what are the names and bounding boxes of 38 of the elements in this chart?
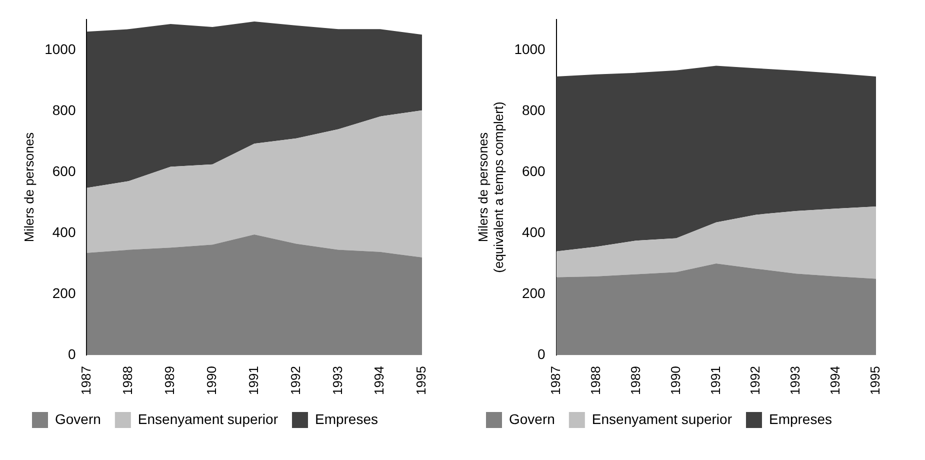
legend-label: Empreses [768, 410, 832, 427]
x-tick-label: 1989 [162, 366, 178, 395]
legend-label: Govern [509, 410, 555, 427]
x-tick-label: 1987 [548, 366, 563, 395]
y-tick-label: 600 [52, 162, 76, 179]
legend-label: Ensenyament superior [138, 410, 278, 427]
y-tick-label: 600 [522, 162, 546, 179]
x-tick-label: 1991 [246, 366, 261, 395]
x-tick-label: 1991 [708, 366, 723, 395]
x-tick-label: 1990 [668, 366, 683, 395]
y-tick-label: 200 [522, 284, 546, 301]
legend-label: Ensenyament superior [592, 410, 732, 427]
y-tick-label: 400 [522, 224, 546, 240]
x-tick-label: 1988 [120, 366, 136, 395]
x-tick-label: 1995 [868, 366, 883, 395]
x-tick-label: 1989 [628, 366, 643, 395]
x-tick-label: 1992 [288, 366, 303, 395]
legend-label: Empreses [314, 410, 378, 427]
legend-label: Govern [55, 410, 101, 427]
y-tick-label: 800 [522, 102, 546, 118]
x-tick-label: 1993 [330, 366, 345, 395]
x-tick-label: 1994 [828, 366, 843, 395]
x-tick-label: 1987 [78, 366, 94, 395]
y-tick-label: 800 [52, 102, 76, 118]
x-tick-label: 1994 [372, 366, 387, 395]
y-tick-label: 200 [52, 284, 76, 301]
y-tick-label: 1000 [514, 40, 546, 57]
y-tick-label: 400 [52, 224, 76, 240]
y-tick-label: 0 [68, 346, 76, 362]
x-tick-label: 1988 [588, 366, 603, 395]
y-tick-label: 1000 [44, 40, 76, 57]
x-tick-label: 1992 [748, 366, 763, 395]
x-tick-label: 1990 [204, 366, 220, 395]
y-tick-label: 0 [538, 346, 546, 362]
x-tick-label: 1995 [414, 366, 429, 395]
x-tick-label: 1993 [788, 366, 803, 395]
y-axis-title: Milers de persones (equivalent a temps complert) [475, 102, 506, 273]
y-axis-title: Milers de persones [21, 132, 36, 242]
